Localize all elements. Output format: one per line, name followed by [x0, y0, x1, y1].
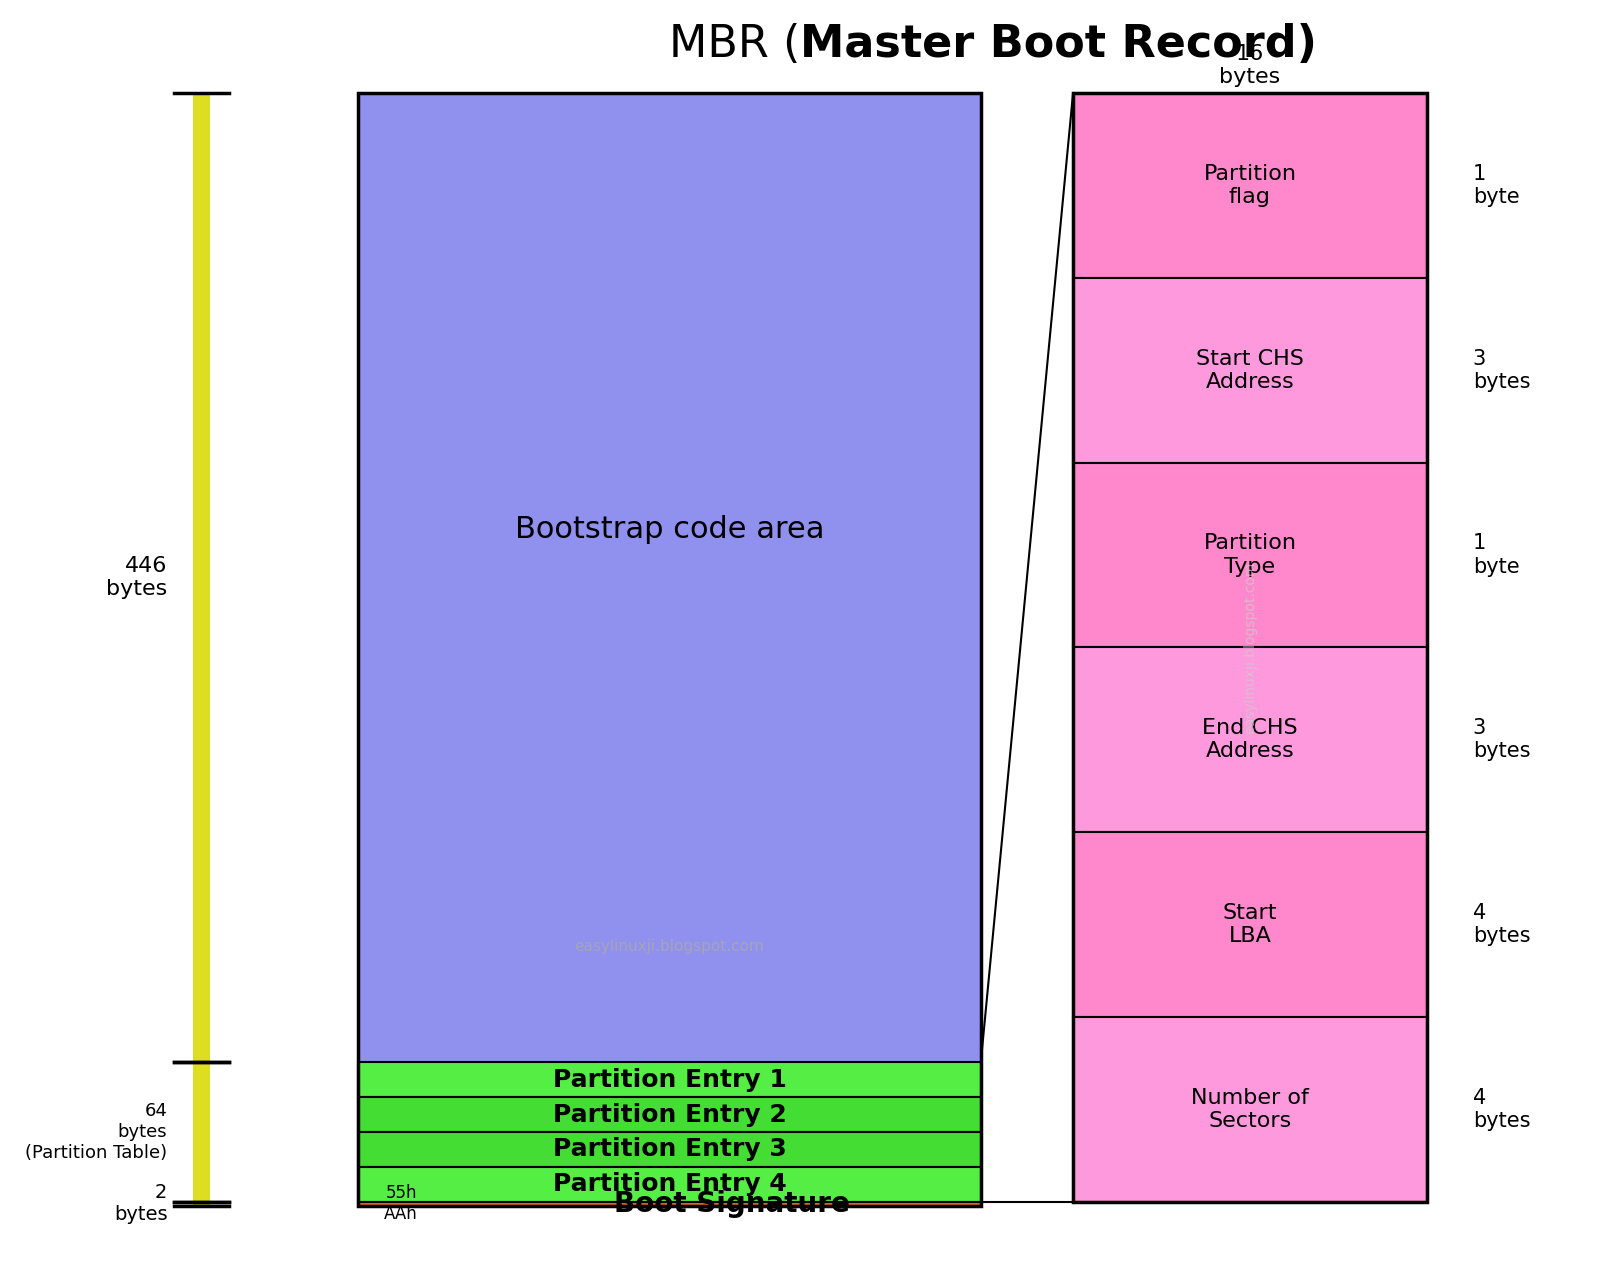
- Bar: [1074, 278, 1427, 462]
- Bar: [192, 1062, 210, 1202]
- Text: Partition Entry 3: Partition Entry 3: [552, 1138, 786, 1161]
- Text: 64
bytes
(Partition Table): 64 bytes (Partition Table): [26, 1102, 168, 1162]
- Bar: [358, 93, 981, 1062]
- Text: Partition Entry 4: Partition Entry 4: [552, 1172, 786, 1196]
- Bar: [358, 1062, 981, 1097]
- Text: 55h
AAh: 55h AAh: [384, 1184, 418, 1224]
- Text: 16
bytes: 16 bytes: [1219, 44, 1280, 87]
- Text: 3
bytes: 3 bytes: [1474, 348, 1530, 392]
- Text: 446
bytes: 446 bytes: [106, 557, 168, 599]
- Text: Start
LBA: Start LBA: [1222, 902, 1277, 946]
- Bar: [1074, 93, 1427, 1202]
- Text: Bootstrap code area: Bootstrap code area: [515, 515, 824, 544]
- Bar: [192, 1202, 210, 1206]
- Text: 3
bytes: 3 bytes: [1474, 718, 1530, 762]
- Text: easylinuxji.blogspot.com: easylinuxji.blogspot.com: [1243, 561, 1258, 733]
- Text: 1
byte: 1 byte: [1474, 164, 1520, 207]
- Text: easylinuxji.blogspot.com: easylinuxji.blogspot.com: [574, 938, 765, 954]
- Text: Partition
Type: Partition Type: [1203, 534, 1296, 576]
- Bar: [358, 1132, 981, 1167]
- Bar: [358, 1167, 981, 1202]
- Text: Start CHS
Address: Start CHS Address: [1195, 348, 1304, 392]
- Bar: [1074, 832, 1427, 1016]
- Text: Partition
flag: Partition flag: [1203, 164, 1296, 207]
- Bar: [1074, 648, 1427, 832]
- Bar: [358, 93, 981, 1206]
- Bar: [358, 1097, 981, 1132]
- Text: Number of
Sectors: Number of Sectors: [1190, 1088, 1309, 1130]
- Text: 4
bytes: 4 bytes: [1474, 1088, 1530, 1130]
- Text: 1
byte: 1 byte: [1474, 534, 1520, 576]
- Text: Boot Signature: Boot Signature: [614, 1189, 850, 1217]
- Text: MBR (: MBR (: [669, 23, 800, 67]
- Text: End CHS
Address: End CHS Address: [1202, 718, 1298, 762]
- Bar: [1074, 1016, 1427, 1202]
- Text: Master Boot Record): Master Boot Record): [800, 23, 1317, 67]
- Text: 2
bytes: 2 bytes: [114, 1183, 168, 1224]
- Bar: [192, 93, 210, 1062]
- Text: 4
bytes: 4 bytes: [1474, 902, 1530, 946]
- Bar: [358, 1202, 981, 1206]
- Bar: [1074, 93, 1427, 278]
- Text: Partition Entry 2: Partition Entry 2: [552, 1102, 786, 1126]
- Text: Partition Entry 1: Partition Entry 1: [552, 1068, 786, 1092]
- Bar: [1074, 462, 1427, 648]
